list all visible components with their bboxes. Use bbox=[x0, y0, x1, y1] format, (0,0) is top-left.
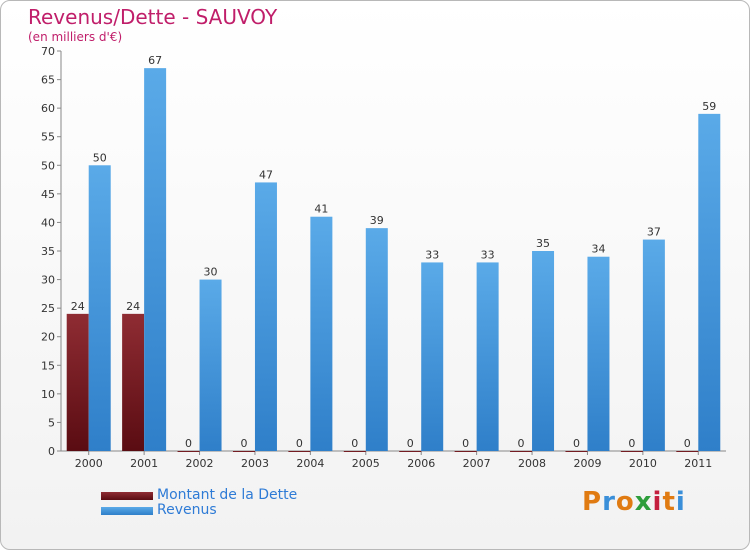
y-tick-label: 45 bbox=[41, 188, 55, 201]
bar-revenus bbox=[532, 251, 555, 451]
logo-letter: o bbox=[615, 487, 635, 517]
data-label-dette: 0 bbox=[185, 437, 192, 450]
data-label-dette: 0 bbox=[351, 437, 358, 450]
bar-dette bbox=[288, 451, 311, 452]
data-label-revenus: 30 bbox=[204, 266, 218, 279]
y-tick-label: 35 bbox=[41, 245, 55, 258]
data-label-revenus: 39 bbox=[370, 214, 384, 227]
data-label-dette: 0 bbox=[296, 437, 303, 450]
bar-revenus bbox=[199, 279, 222, 451]
data-label-revenus: 37 bbox=[647, 226, 661, 239]
data-label-revenus: 33 bbox=[481, 248, 495, 261]
x-tick-label: 2009 bbox=[573, 457, 601, 470]
data-label-revenus: 59 bbox=[702, 100, 716, 113]
data-label-revenus: 50 bbox=[93, 151, 107, 164]
y-tick-label: 0 bbox=[48, 445, 55, 458]
x-tick-label: 2007 bbox=[463, 457, 491, 470]
bar-revenus bbox=[144, 68, 167, 452]
y-tick-label: 65 bbox=[41, 74, 55, 87]
data-label-dette: 0 bbox=[462, 437, 469, 450]
x-tick-label: 2010 bbox=[629, 457, 657, 470]
data-label-dette: 0 bbox=[407, 437, 414, 450]
x-tick-label: 2004 bbox=[296, 457, 324, 470]
y-tick-label: 60 bbox=[41, 102, 55, 115]
bar-dette bbox=[676, 451, 699, 452]
bar-dette bbox=[343, 451, 366, 452]
x-tick-label: 2003 bbox=[241, 457, 269, 470]
legend-swatch-dette bbox=[101, 492, 153, 500]
data-label-revenus: 47 bbox=[259, 168, 273, 181]
logo-letter: P bbox=[582, 487, 603, 517]
data-label-dette: 0 bbox=[518, 437, 525, 450]
data-label-dette: 24 bbox=[126, 300, 140, 313]
data-label-dette: 0 bbox=[628, 437, 635, 450]
y-tick-label: 5 bbox=[48, 416, 55, 429]
x-tick-label: 2000 bbox=[75, 457, 103, 470]
bar-dette bbox=[510, 451, 533, 452]
legend-swatch-revenus bbox=[101, 507, 153, 515]
y-tick-label: 15 bbox=[41, 359, 55, 372]
bar-revenus bbox=[698, 113, 721, 451]
logo-letter: i bbox=[652, 487, 663, 517]
bar-revenus bbox=[421, 262, 444, 451]
legend-label-dette: Montant de la Dette bbox=[157, 487, 298, 503]
y-tick-label: 20 bbox=[41, 331, 55, 344]
logo-letter: i bbox=[675, 487, 686, 517]
bar-revenus bbox=[476, 262, 499, 451]
bar-revenus bbox=[310, 216, 333, 451]
data-label-revenus: 33 bbox=[425, 248, 439, 261]
data-label-dette: 24 bbox=[71, 300, 85, 313]
data-label-dette: 0 bbox=[684, 437, 691, 450]
bar-dette bbox=[232, 451, 255, 452]
proxiti-logo: Proxiti bbox=[582, 487, 686, 517]
bar-revenus bbox=[88, 165, 111, 452]
bar-dette bbox=[565, 451, 588, 452]
logo-letter: t bbox=[662, 487, 676, 517]
y-tick-label: 70 bbox=[41, 45, 55, 58]
y-tick-label: 25 bbox=[41, 302, 55, 315]
logo-letter: x bbox=[634, 487, 653, 517]
y-tick-label: 30 bbox=[41, 274, 55, 287]
data-label-revenus: 67 bbox=[148, 54, 162, 67]
x-tick-label: 2011 bbox=[684, 457, 712, 470]
bar-dette bbox=[620, 451, 643, 452]
bar-revenus bbox=[365, 228, 388, 451]
chart-title: Revenus/Dette - SAUVOY bbox=[28, 5, 278, 29]
bar-dette bbox=[122, 313, 145, 451]
y-tick-label: 50 bbox=[41, 159, 55, 172]
x-tick-label: 2001 bbox=[130, 457, 158, 470]
bar-revenus bbox=[642, 239, 665, 451]
data-label-dette: 0 bbox=[573, 437, 580, 450]
x-tick-label: 2006 bbox=[407, 457, 435, 470]
data-label-revenus: 35 bbox=[536, 237, 550, 250]
x-tick-label: 2005 bbox=[352, 457, 380, 470]
bar-dette bbox=[454, 451, 477, 452]
data-label-revenus: 41 bbox=[314, 203, 328, 216]
bar-revenus bbox=[254, 182, 277, 451]
chart-subtitle: (en milliers d'€) bbox=[28, 30, 123, 44]
x-tick-label: 2008 bbox=[518, 457, 546, 470]
y-tick-label: 40 bbox=[41, 216, 55, 229]
x-tick-label: 2002 bbox=[186, 457, 214, 470]
bar-revenus bbox=[587, 256, 610, 451]
bar-dette bbox=[399, 451, 422, 452]
bar-dette bbox=[177, 451, 200, 452]
legend-label-revenus: Revenus bbox=[157, 502, 217, 518]
y-tick-label: 55 bbox=[41, 131, 55, 144]
data-label-dette: 0 bbox=[240, 437, 247, 450]
bar-dette bbox=[66, 313, 89, 451]
data-label-revenus: 34 bbox=[591, 243, 605, 256]
y-tick-label: 10 bbox=[41, 388, 55, 401]
logo-letter: r bbox=[602, 487, 616, 517]
